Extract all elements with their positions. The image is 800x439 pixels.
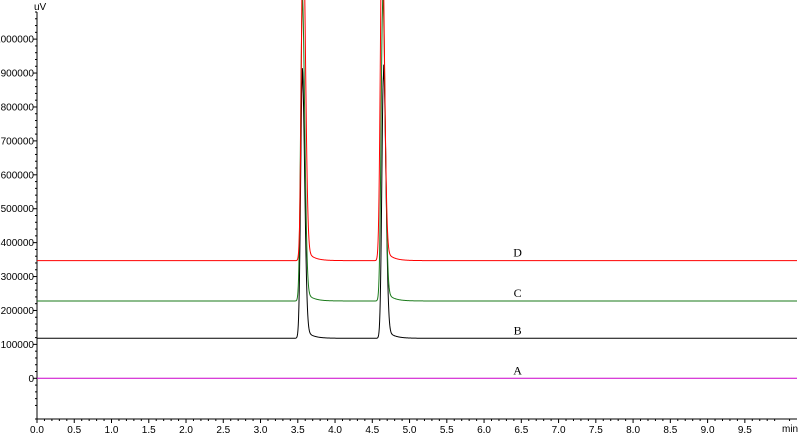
x-tick-label: 0.0 (30, 425, 44, 436)
x-tick-label: 4.5 (365, 425, 379, 436)
y-tick-label: 600000 (1, 170, 35, 181)
y-ticks: 0 100000 200000 300000 400000 500000 600000 700… (0, 11, 37, 420)
x-ticks: 0.0 0.5 1.0 1.5 2.0 2.5 3.0 3.5 4.0 4.5 5.0 5.5 6.0 6… (30, 419, 791, 436)
y-unit-label: uV (34, 2, 47, 13)
x-tick-label: 7.5 (589, 425, 603, 436)
x-tick-label: 7.0 (552, 425, 566, 436)
x-tick-label: 0.5 (67, 425, 81, 436)
x-tick-label: 3.5 (291, 425, 305, 436)
y-tick-label: 1000000 (0, 35, 34, 46)
axes (36, 12, 797, 420)
x-tick-label: 8.5 (663, 425, 677, 436)
x-tick-label: 6.5 (514, 425, 528, 436)
x-tick-label: 5.0 (403, 425, 417, 436)
x-tick-label: 1.0 (105, 425, 119, 436)
y-tick-label: 300000 (1, 272, 35, 283)
x-tick-label: 6.0 (477, 425, 491, 436)
y-tick-label: 900000 (1, 69, 35, 80)
trace-c (37, 0, 797, 302)
x-tick-label: 2.5 (216, 425, 230, 436)
x-tick-label: 8.0 (626, 425, 640, 436)
trace-b (37, 64, 797, 339)
y-tick-label: 800000 (1, 102, 35, 113)
x-tick-label: 5.5 (440, 425, 454, 436)
x-tick-label: 9.0 (701, 425, 715, 436)
x-tick-label: 2.0 (179, 425, 193, 436)
trace-label-a: A (513, 363, 522, 377)
trace-labels: A B C D (513, 246, 522, 378)
trace-d (37, 0, 797, 262)
x-unit-label: min (782, 424, 798, 435)
y-tick-label: 500000 (1, 204, 35, 215)
traces (37, 0, 797, 379)
trace-label-b: B (514, 323, 522, 337)
trace-label-c: C (514, 286, 522, 300)
y-tick-label: 400000 (1, 238, 35, 249)
trace-label-d: D (513, 246, 522, 260)
y-tick-label: 0 (28, 374, 34, 385)
x-tick-label: 1.5 (142, 425, 156, 436)
y-tick-label: 700000 (1, 136, 35, 147)
y-tick-label: 100000 (1, 340, 35, 351)
x-tick-label: 3.0 (254, 425, 268, 436)
y-tick-label: 200000 (1, 306, 35, 317)
x-tick-label: 4.0 (328, 425, 342, 436)
x-tick-label: 9.5 (738, 425, 752, 436)
